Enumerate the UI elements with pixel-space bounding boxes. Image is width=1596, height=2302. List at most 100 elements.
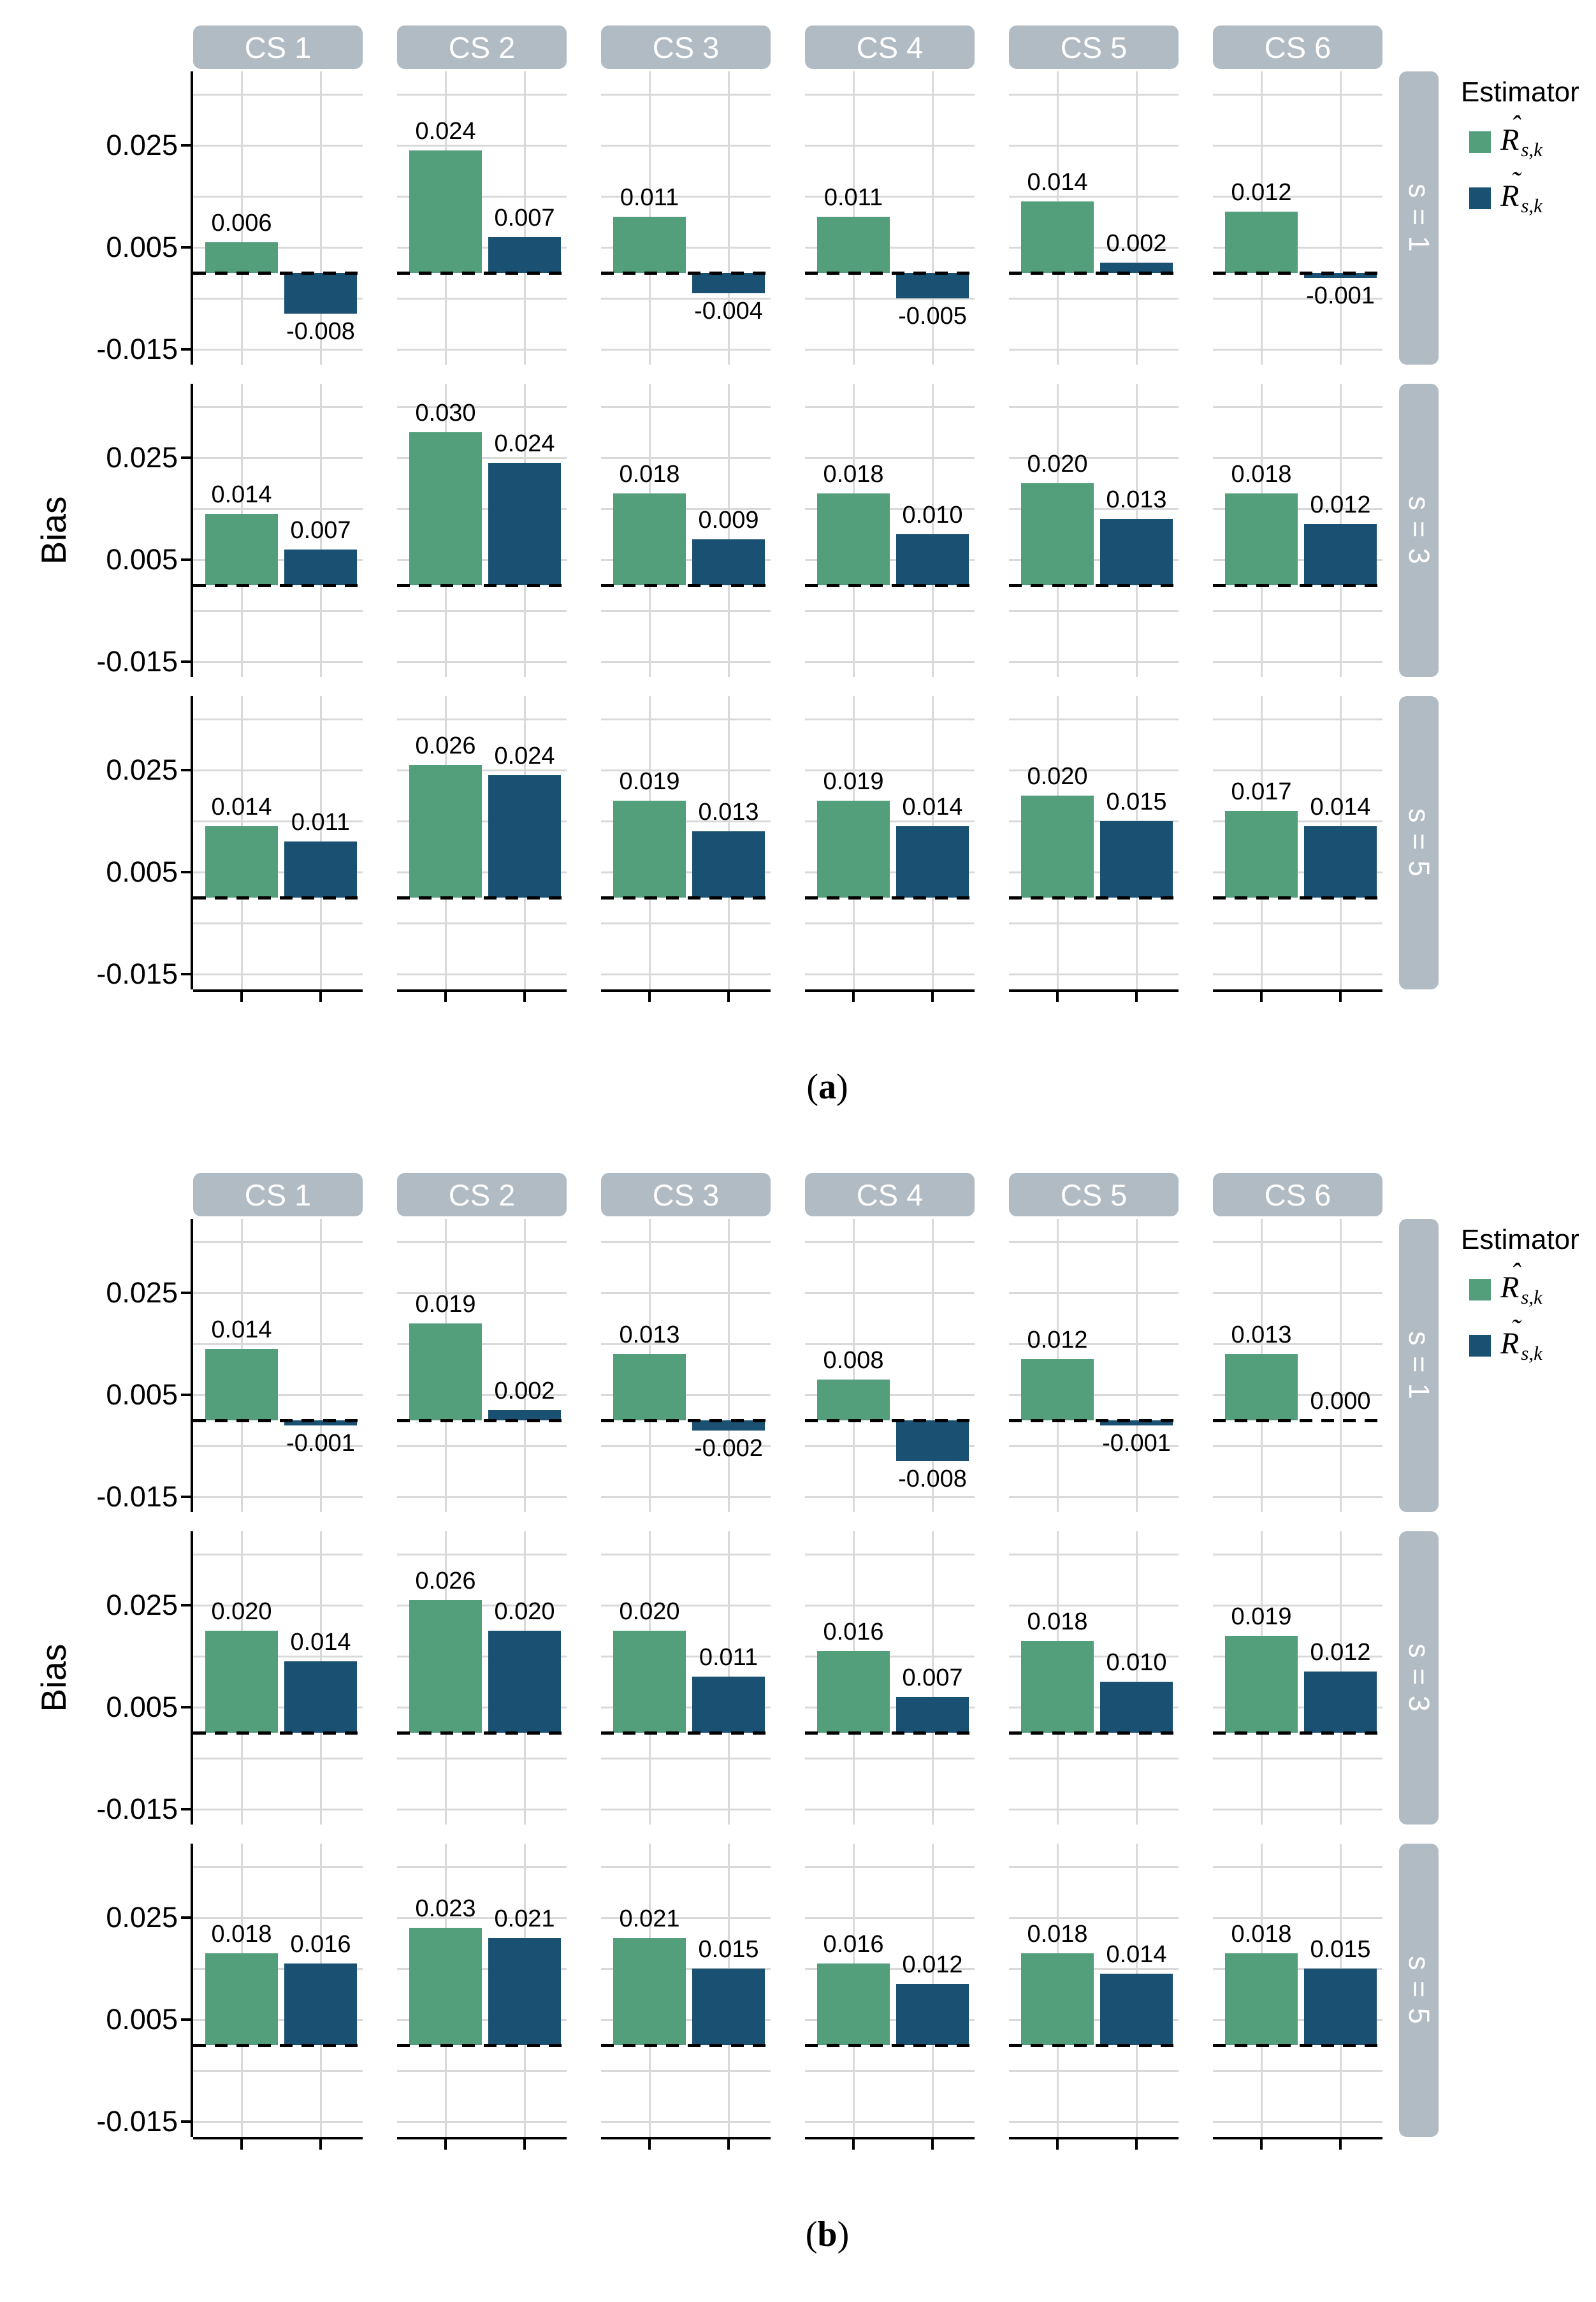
- bar-r-tilde: [1304, 1672, 1377, 1733]
- y-tick: [181, 1706, 191, 1708]
- x-axis-line: [601, 989, 771, 992]
- zero-line: [1009, 2043, 1179, 2047]
- gridline-h: [397, 769, 567, 771]
- zero-line: [193, 896, 363, 900]
- gridline-h: [1213, 718, 1382, 720]
- gridline-h: [193, 1394, 363, 1396]
- gridline-h: [601, 871, 771, 873]
- gridline-h: [1009, 246, 1179, 249]
- gridline-v: [931, 384, 934, 677]
- x-tick: [240, 992, 243, 1002]
- bar-value-label: 0.016: [823, 1931, 884, 1958]
- facet-panel: 0.008 -0.008: [805, 1219, 975, 1512]
- bar-r-tilde: [1100, 1420, 1173, 1425]
- y-tick-label: 0.005: [106, 1378, 178, 1411]
- x-tick: [1135, 2139, 1138, 2150]
- bar-r-tilde: [284, 1661, 357, 1733]
- bar-value-label: 0.015: [1310, 1936, 1371, 1963]
- gridline-h: [193, 2069, 363, 2072]
- gridline-h: [1213, 1916, 1382, 1919]
- bar-r-hat: [1021, 483, 1094, 585]
- facet-column-strip-label: CS 6: [1264, 1177, 1331, 1212]
- zero-line: [601, 271, 771, 275]
- y-tick: [181, 973, 191, 975]
- gridline-h: [193, 246, 363, 249]
- facet-column-strip: CS 4: [805, 1173, 975, 1216]
- facet-row-strip: s = 5: [1399, 696, 1439, 989]
- gridline-h: [805, 922, 975, 924]
- x-axis-line: [193, 2137, 363, 2139]
- zero-line: [601, 1418, 771, 1422]
- gridline-h: [193, 2018, 363, 2021]
- gridline-h: [193, 1343, 363, 1345]
- gridline-h: [397, 144, 567, 147]
- bar-value-label: 0.020: [211, 1598, 272, 1625]
- facet-panel: 0.018 0.009: [601, 384, 771, 677]
- legend-math-accent: ˆ: [1511, 1258, 1520, 1289]
- bar-r-hat: [409, 1928, 482, 2045]
- bar-value-label: 0.020: [619, 1598, 680, 1625]
- bar-value-label: 0.023: [415, 1895, 476, 1922]
- bar-value-label: 0.010: [1106, 1649, 1167, 1676]
- gridline-v: [523, 71, 526, 365]
- gridline-h: [805, 871, 975, 873]
- bar-r-tilde: [284, 550, 357, 585]
- x-tick: [444, 992, 447, 1002]
- y-tick-label: 0.005: [106, 1691, 178, 1723]
- x-tick: [319, 992, 322, 1002]
- gridline-h: [1213, 1865, 1382, 1868]
- zero-line: [601, 2043, 771, 2047]
- y-tick-label: -0.015: [96, 1480, 178, 1513]
- bar-value-label: 0.011: [291, 809, 351, 836]
- bar-r-hat: [205, 1349, 278, 1420]
- gridline-h: [601, 1394, 771, 1396]
- bar-r-hat: [409, 150, 482, 273]
- gridline-h: [1009, 2018, 1179, 2021]
- bar-r-hat: [817, 217, 890, 273]
- gridline-h: [397, 973, 567, 975]
- caption-paren-close: ): [836, 1067, 848, 1107]
- gridline-h: [193, 1241, 363, 1243]
- y-axis-title: Bias: [34, 1643, 73, 1712]
- bar-r-tilde: [692, 273, 765, 293]
- gridline-h: [805, 660, 975, 663]
- gridline-v: [1135, 1219, 1138, 1512]
- gridline-h: [397, 558, 567, 561]
- gridline-h: [193, 1445, 363, 1447]
- bar-value-label: 0.015: [698, 1936, 759, 1963]
- bar-value-label: -0.004: [694, 298, 763, 324]
- facet-panel: 0.013 -0.002: [601, 1219, 771, 1512]
- facet-row-strip: s = 3: [1399, 384, 1439, 677]
- gridline-h: [397, 1394, 567, 1396]
- bar-value-label: 0.000: [1310, 1388, 1371, 1415]
- gridline-h: [397, 297, 567, 300]
- bar-value-label: 0.010: [902, 502, 963, 528]
- bar-r-tilde: [284, 1420, 357, 1425]
- gridline-h: [1009, 1808, 1179, 1810]
- bar-r-tilde: [896, 1420, 969, 1461]
- zero-line: [601, 896, 771, 900]
- bar-value-label: 0.012: [1231, 179, 1292, 206]
- gridline-h: [397, 1916, 567, 1919]
- gridline-h: [805, 1292, 975, 1294]
- y-tick-label: -0.015: [96, 333, 178, 365]
- y-axis-line: [191, 1531, 193, 1825]
- facet-column-strip-label: CS 2: [448, 30, 516, 64]
- gridline-h: [1009, 769, 1179, 771]
- gridline-h: [805, 718, 975, 720]
- gridline-h: [1213, 507, 1382, 510]
- bar-r-tilde: [1100, 821, 1173, 898]
- bar-value-label: -0.001: [1102, 1430, 1171, 1457]
- bar-value-label: 0.006: [211, 210, 272, 237]
- x-tick: [931, 992, 934, 1002]
- bar-value-label: 0.020: [494, 1598, 555, 1625]
- gridline-h: [805, 2018, 975, 2021]
- facet-panel: 0.019 0.014: [805, 696, 975, 989]
- gridline-h: [397, 246, 567, 249]
- bar-r-tilde: [896, 534, 969, 585]
- legend: Estimator R ˆ s,k R ˜ s,k: [1461, 76, 1596, 293]
- y-tick-label: 0.025: [106, 129, 178, 161]
- bar-value-label: 0.020: [1027, 451, 1088, 477]
- gridline-h: [805, 1706, 975, 1708]
